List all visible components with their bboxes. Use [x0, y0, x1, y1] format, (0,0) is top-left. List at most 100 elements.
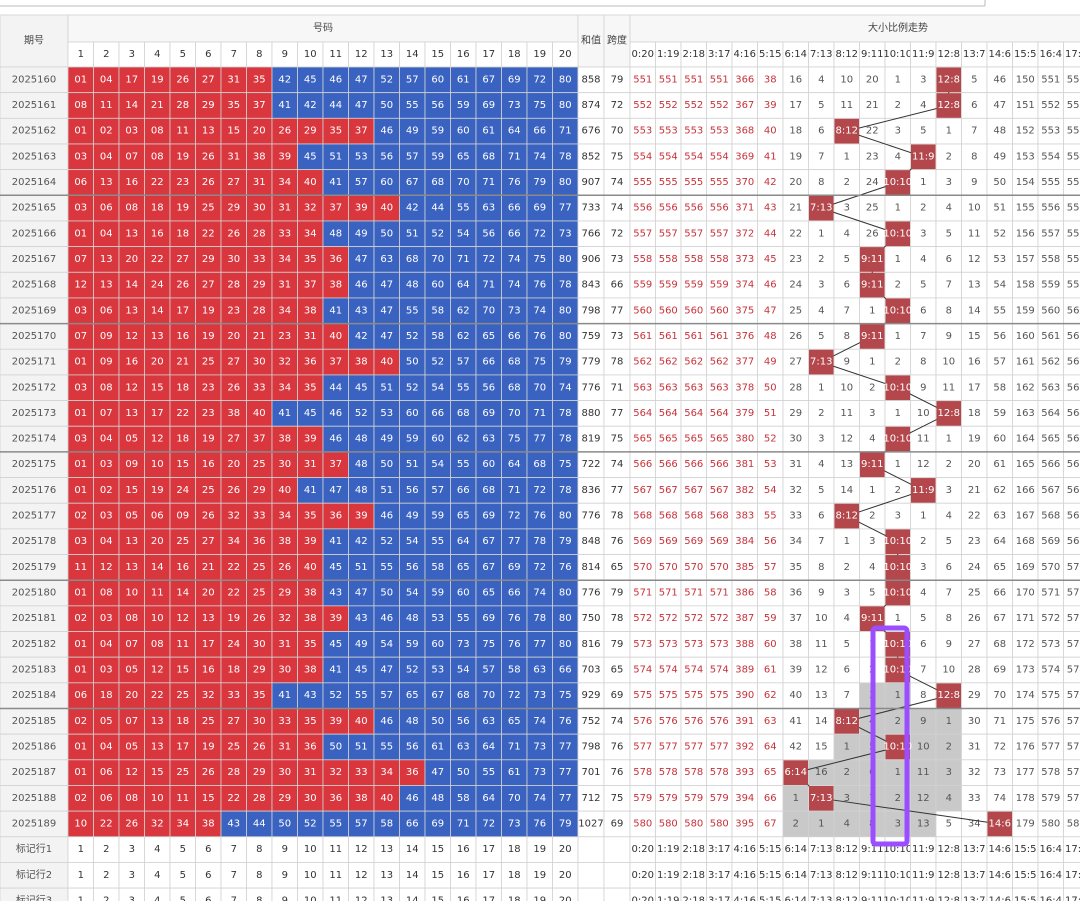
- number: 07: [74, 331, 87, 342]
- cell: [169, 348, 196, 376]
- hit-cell: [885, 555, 910, 580]
- number: 29: [278, 793, 291, 804]
- omission: 575: [659, 690, 678, 701]
- cell: [961, 836, 988, 863]
- omission: 4: [844, 818, 850, 829]
- cell: [731, 246, 758, 273]
- number: 50: [457, 767, 470, 778]
- number: 20: [125, 254, 138, 265]
- hit-cell: [987, 811, 1012, 837]
- number: 47: [380, 331, 393, 342]
- omission: 20: [866, 74, 879, 85]
- omission: 570: [710, 562, 729, 573]
- number: 48: [355, 485, 368, 496]
- omission: 561: [710, 331, 729, 342]
- cell: [910, 323, 937, 350]
- number: 22: [151, 177, 164, 188]
- number: 03: [74, 434, 87, 445]
- cell: [782, 477, 809, 504]
- cell: [629, 733, 656, 761]
- sum: 776: [581, 511, 600, 522]
- number: 37: [329, 203, 342, 214]
- hit-label: 10:10: [883, 588, 912, 599]
- omission: 28: [968, 665, 981, 676]
- number: 25: [202, 203, 215, 214]
- omission: 63: [993, 511, 1006, 522]
- footer-number: 7: [231, 895, 237, 901]
- cell: [884, 271, 911, 299]
- cell: [348, 271, 375, 299]
- number: 47: [380, 305, 393, 316]
- cell: [731, 169, 758, 196]
- omission: 1: [844, 741, 850, 752]
- issue: 2025166: [12, 228, 57, 239]
- omission: 3: [895, 818, 901, 829]
- number: 16: [176, 562, 189, 573]
- header-numbers: 号码: [313, 22, 333, 34]
- hit-label: 12:8: [938, 74, 960, 85]
- cell: [475, 477, 502, 504]
- number: 57: [380, 690, 393, 701]
- issue: 2025176: [12, 485, 57, 496]
- column-label: 11: [329, 49, 342, 60]
- number: 56: [406, 485, 419, 496]
- header-trend: 大小比例走势: [868, 21, 928, 34]
- number: 07: [125, 716, 138, 727]
- omission: 1: [895, 254, 901, 265]
- cell: [859, 143, 886, 171]
- cell: [169, 66, 196, 94]
- footer-ratio: 0:20: [632, 870, 654, 881]
- omission: 9: [971, 177, 977, 188]
- number: 18: [176, 434, 189, 445]
- number: 18: [176, 716, 189, 727]
- cell: [782, 41, 809, 68]
- cell: [552, 528, 579, 555]
- column-label: 16:4: [1040, 49, 1062, 60]
- number: 36: [304, 357, 317, 368]
- cell: [833, 862, 860, 889]
- number: 54: [457, 665, 470, 676]
- cell: [67, 297, 94, 325]
- number: 29: [253, 280, 266, 291]
- cell: [629, 194, 656, 222]
- cell: [144, 451, 171, 478]
- number: 66: [559, 665, 572, 676]
- omission: 579: [1041, 793, 1060, 804]
- cell: [808, 425, 835, 453]
- number: 20: [151, 357, 164, 368]
- number: 19: [202, 741, 215, 752]
- cell: [118, 143, 145, 171]
- omission: 579: [659, 793, 678, 804]
- omission: 382: [735, 485, 754, 496]
- omission: 559: [633, 280, 652, 291]
- omission: 566: [1041, 459, 1060, 470]
- number: 15: [151, 382, 164, 393]
- number: 71: [482, 280, 495, 291]
- omission: 567: [684, 485, 703, 496]
- footer-ratio: 11:9: [912, 895, 934, 901]
- cell: [552, 759, 579, 786]
- number: 07: [74, 254, 87, 265]
- number: 55: [457, 459, 470, 470]
- footer-ratio: 4:16: [734, 895, 756, 901]
- omission: 575: [684, 690, 703, 701]
- footer-number: 20: [559, 870, 572, 881]
- cell: [271, 554, 298, 581]
- number: 69: [482, 408, 495, 419]
- number: 31: [278, 203, 291, 214]
- number: 71: [508, 151, 521, 162]
- omission: 11: [815, 639, 828, 650]
- cell: [986, 297, 1013, 325]
- number: 34: [227, 536, 240, 547]
- cell: [0, 323, 69, 350]
- omission: 8: [818, 177, 824, 188]
- cell: [629, 605, 656, 632]
- cell: [246, 682, 273, 709]
- cell: [526, 785, 553, 812]
- hit-cell: [936, 683, 961, 708]
- number: 22: [227, 793, 240, 804]
- cell: [680, 66, 707, 94]
- number: 76: [533, 511, 546, 522]
- omission: 378: [735, 382, 754, 393]
- omission: 553: [684, 126, 703, 137]
